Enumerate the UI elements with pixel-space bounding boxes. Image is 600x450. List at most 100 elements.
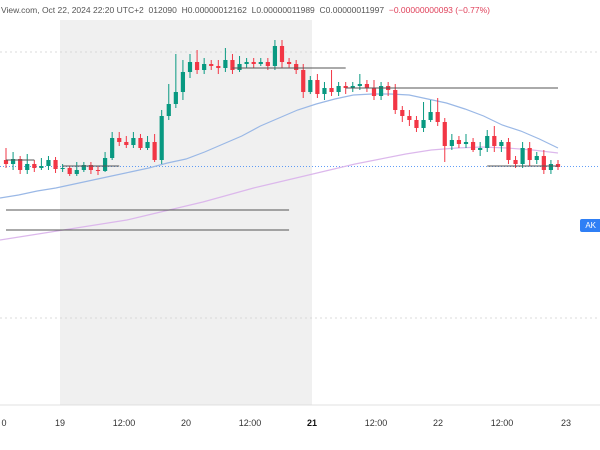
candle (223, 48, 228, 72)
session-shade (60, 20, 312, 405)
candle-body (216, 66, 221, 68)
candle (478, 142, 483, 156)
candle-body (138, 138, 143, 148)
candle-body (548, 164, 554, 170)
candle (350, 82, 355, 92)
candle-body (378, 86, 384, 96)
candle (371, 80, 377, 100)
candle-body (485, 136, 490, 148)
candle (449, 134, 454, 150)
candle-body (60, 168, 65, 169)
x-tick-label: 19 (55, 418, 65, 428)
candle-body (393, 90, 398, 110)
candle-body (308, 80, 313, 92)
candle-body (124, 142, 129, 145)
candle (18, 156, 23, 174)
x-tick-label: 12:00 (491, 418, 514, 428)
candle-body (286, 62, 292, 64)
candle-body (25, 164, 30, 170)
candle-body (152, 142, 157, 160)
candle (258, 58, 263, 66)
candle-body (400, 110, 405, 116)
candle-body (294, 64, 299, 70)
candle-body (209, 64, 214, 66)
candle-body (534, 156, 539, 160)
candle (548, 160, 554, 174)
candle (10, 152, 16, 170)
candle (421, 102, 426, 132)
candle (131, 132, 136, 148)
candle-body (470, 142, 476, 150)
candle (138, 134, 143, 150)
candle (534, 152, 539, 164)
candle-body (315, 80, 320, 94)
candle (74, 162, 79, 176)
close-value: C0.00000011997 (319, 5, 385, 15)
candle-body (159, 116, 164, 160)
candle-body (74, 170, 79, 174)
current-price-tag: AK (580, 219, 600, 232)
candle-body (343, 86, 348, 88)
candle (216, 60, 221, 74)
candle-body (279, 46, 285, 62)
ma-slow-line (0, 146, 559, 241)
candle-body (428, 112, 433, 120)
open-value: 012090 (148, 5, 177, 15)
candle-body (322, 88, 327, 94)
candle-body (18, 159, 23, 170)
candle (407, 110, 412, 126)
x-tick-label: 12:00 (239, 418, 262, 428)
candle-body (173, 92, 178, 104)
candle-body (371, 88, 377, 96)
change-value: −0.00000000093 (−0.77%) (388, 5, 491, 15)
candle-body (81, 165, 86, 170)
candle-body (492, 136, 497, 146)
candle (470, 138, 476, 152)
candle (520, 142, 525, 168)
candle-body (251, 62, 256, 64)
candle (336, 82, 341, 96)
candle (166, 84, 171, 120)
candle-body (230, 60, 235, 70)
candle-body (449, 140, 454, 146)
candle (95, 166, 101, 175)
x-tick-label: 21 (307, 418, 317, 428)
candle-body (110, 138, 115, 158)
candle (485, 130, 490, 152)
candle-body (456, 140, 462, 144)
candle (67, 166, 72, 176)
source-text: View.com, Oct 22, 2024 22:20 UTC+2 (1, 5, 144, 15)
x-tick-label: 0 (1, 418, 6, 428)
candle (251, 58, 256, 68)
candle (110, 132, 115, 160)
candle (456, 136, 462, 148)
candle (393, 84, 398, 114)
candle-body (46, 160, 51, 166)
candle-body (194, 62, 200, 70)
candle-body (301, 70, 306, 92)
candle (124, 136, 129, 148)
candle-body (223, 60, 228, 68)
candle-body (527, 148, 532, 160)
candle-body (32, 164, 37, 168)
candle (46, 156, 51, 170)
candle (364, 80, 370, 92)
candle-body (202, 64, 207, 70)
candle-body (180, 72, 186, 92)
candle (194, 50, 200, 74)
candle-body (463, 142, 469, 144)
candle (202, 58, 207, 74)
candle (541, 150, 546, 174)
candle (159, 110, 164, 164)
symbol-ohlc-header: View.com, Oct 22, 2024 22:20 UTC+2 01209… (0, 0, 491, 20)
candle (53, 157, 58, 173)
candle (102, 152, 108, 172)
candle (527, 142, 532, 166)
candle (492, 126, 497, 152)
candle (435, 98, 440, 126)
candle-body (541, 156, 546, 170)
candle (378, 82, 384, 100)
candle (279, 40, 285, 68)
candle (88, 162, 94, 174)
